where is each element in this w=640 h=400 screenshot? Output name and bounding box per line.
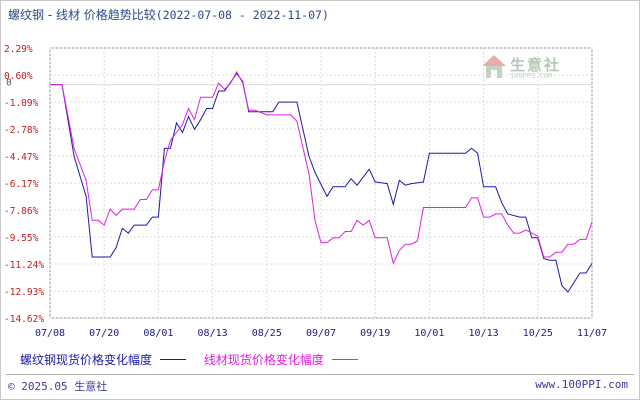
y-tick-label: -2.78% [4, 125, 39, 136]
legend-item-rebar: 螺纹钢现货价格变化幅度 [20, 351, 187, 368]
chart-title: 螺纹钢 - 线材 价格趋势比较(2022-07-08 - 2022-11-07) [8, 6, 329, 23]
x-tick-label: 08/25 [252, 328, 282, 339]
y-tick-label: -12.93% [4, 287, 44, 298]
chart-date-range: (2022-07-08 - 2022-11-07) [155, 8, 329, 22]
footer-copyright: © 2025.05 生意社 [8, 380, 108, 393]
x-tick-label: 09/07 [306, 328, 336, 339]
series-line-rebar [50, 72, 593, 293]
series-line-wire [50, 70, 593, 265]
legend: 螺纹钢现货价格变化幅度 线材现货价格变化幅度 [20, 351, 372, 367]
x-tick-label: 10/01 [414, 328, 444, 339]
y-tick-label: 0 [6, 78, 12, 89]
y-tick-label: -7.86% [4, 206, 39, 217]
y-tick-label: -6.17% [4, 179, 39, 190]
x-tick-label: 07/20 [89, 328, 119, 339]
y-tick-label: -9.55% [4, 233, 39, 244]
x-tick-label: 11/07 [577, 328, 607, 339]
watermark-sub: 100PPI.COM [510, 72, 553, 80]
y-tick-label: -1.09% [4, 98, 39, 109]
x-tick-label: 10/25 [523, 328, 553, 339]
x-tick-label: 08/13 [198, 328, 228, 339]
watermark-text: 生意社 [510, 56, 562, 74]
y-tick-label: 0.60% [4, 71, 33, 82]
x-tick-label: 07/08 [35, 328, 65, 339]
y-tick-label: -4.47% [4, 152, 39, 163]
chart-title-text: 螺纹钢 - 线材 价格趋势比较 [8, 8, 156, 22]
legend-swatch-wire [331, 359, 358, 360]
legend-label-rebar: 螺纹钢现货价格变化幅度 [20, 353, 153, 367]
x-tick-label: 09/19 [360, 328, 390, 339]
y-tick-label: -11.24% [4, 260, 44, 271]
x-tick-label: 08/01 [143, 328, 173, 339]
x-tick-label: 10/13 [469, 328, 499, 339]
y-tick-label: 2.29% [4, 44, 33, 55]
legend-item-wire: 线材现货价格变化幅度 [204, 351, 358, 368]
legend-swatch-rebar [160, 359, 187, 360]
footer-site-link[interactable]: www.100PPI.com [535, 378, 628, 391]
footer-divider [6, 374, 634, 375]
legend-label-wire: 线材现货价格变化幅度 [203, 353, 324, 367]
y-tick-label: -14.62% [4, 314, 44, 325]
